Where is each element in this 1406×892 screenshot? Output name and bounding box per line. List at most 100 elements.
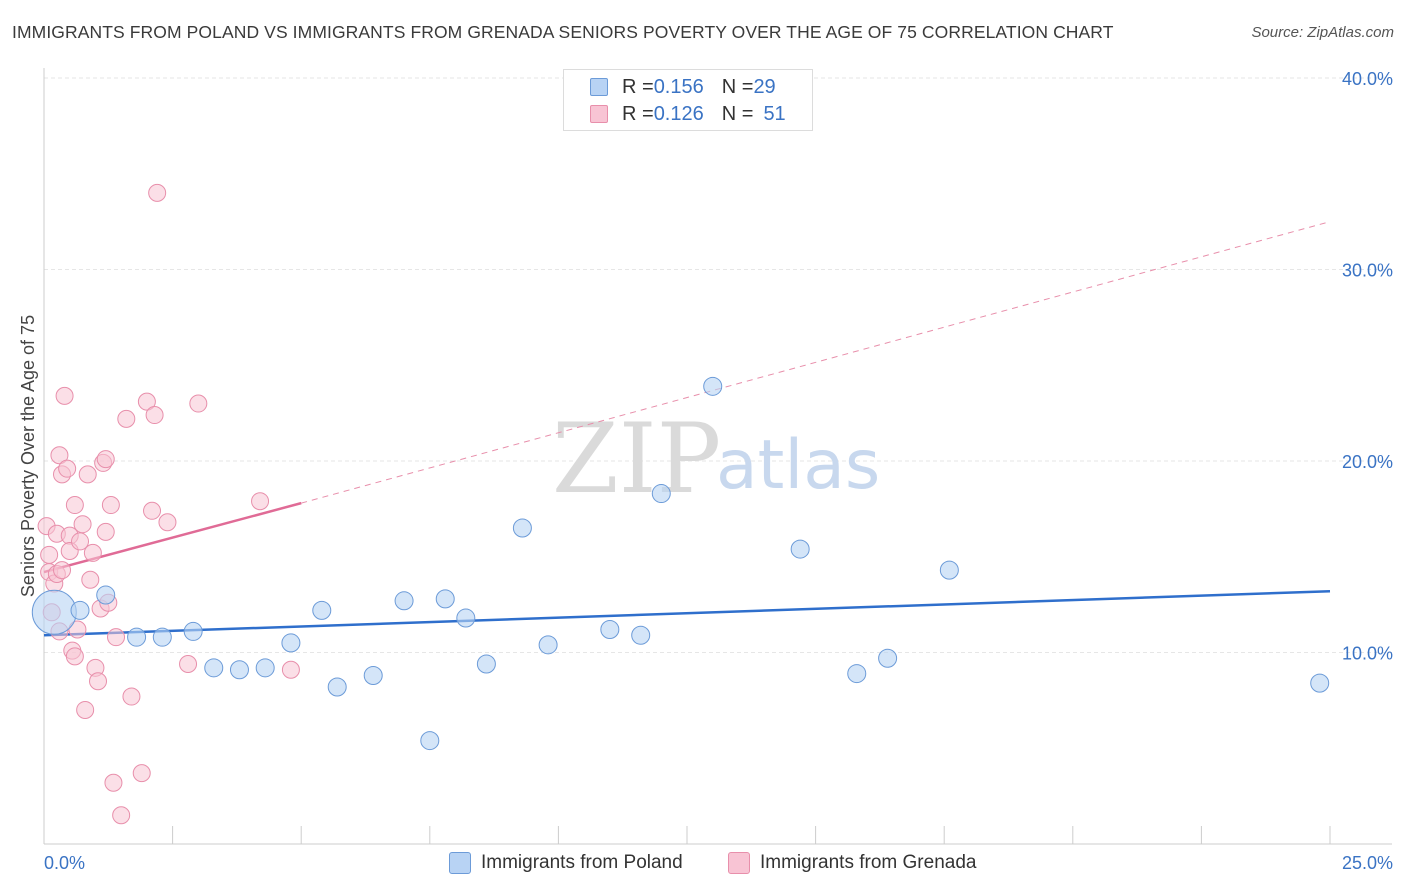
poland-point	[456, 608, 476, 628]
n-label: N =	[721, 75, 754, 98]
grenada-point	[71, 532, 90, 551]
watermark-zip: ZIP	[552, 403, 721, 515]
grenada-point	[112, 806, 131, 825]
grenada-point	[251, 492, 270, 511]
r-label: R =	[622, 102, 654, 125]
axes	[43, 68, 1392, 845]
poland-point	[127, 627, 147, 647]
gridlines	[44, 77, 1392, 653]
poland-point	[847, 664, 867, 684]
grenada-point	[76, 700, 95, 719]
grenada-trend-line	[43, 501, 302, 574]
grenada-point	[107, 628, 126, 647]
grenada-point	[89, 672, 108, 691]
poland-trend-line	[43, 589, 1331, 637]
legend-label: Immigrants from Poland	[481, 852, 683, 873]
poland-point	[512, 518, 532, 538]
y-tick-label: 40.0%	[1342, 69, 1393, 89]
poland-swatch	[449, 852, 471, 874]
grenada-point	[55, 386, 74, 405]
poland-point	[363, 665, 383, 685]
poland-swatch	[590, 78, 608, 96]
poland-point	[152, 627, 172, 647]
grenada-point	[81, 570, 100, 589]
grenada-point	[65, 496, 84, 515]
x-tick-label: 0.0%	[44, 853, 85, 873]
watermark-atlas: atlas	[716, 426, 880, 505]
legend-item-grenada[interactable]: Immigrants from Grenada	[728, 852, 976, 874]
poland-point	[281, 633, 301, 653]
poland-point	[1310, 673, 1330, 693]
r-value: 0.126	[653, 102, 704, 125]
grenada-point	[148, 183, 167, 202]
grenada-swatch	[590, 105, 608, 123]
poland-point	[327, 677, 347, 697]
y-tick-label: 20.0%	[1342, 452, 1393, 472]
grenada-points	[37, 183, 300, 825]
r-label: R =	[622, 75, 654, 98]
grenada-point	[189, 394, 208, 413]
grenada-point	[104, 773, 123, 792]
poland-point	[312, 600, 332, 620]
trend-lines	[43, 221, 1331, 637]
poland-point	[70, 600, 90, 620]
grenada-point	[96, 450, 115, 469]
grenada-trend-extension	[301, 221, 1331, 504]
grenada-point	[40, 545, 59, 564]
legend-row-poland: R = 0.156 N = 29	[590, 75, 776, 99]
n-value: 29	[753, 75, 776, 98]
tick-labels: 10.0% 20.0% 30.0% 40.0% 0.0% 25.0%	[44, 69, 1393, 873]
grenada-point	[137, 392, 156, 411]
grenada-swatch	[728, 852, 750, 874]
x-tick-label: 25.0%	[1342, 853, 1393, 873]
poland-point	[538, 635, 558, 655]
grenada-point	[50, 446, 69, 465]
correlation-legend: R = 0.156 N = 29 R = 0.126 N = 51	[563, 69, 813, 131]
poland-point	[703, 376, 723, 396]
grenada-point	[73, 515, 92, 534]
grenada-point	[281, 660, 300, 679]
watermark: ZIP atlas	[552, 403, 880, 515]
poland-points	[31, 376, 1330, 751]
grenada-point	[65, 647, 84, 666]
source-credit: Source: ZipAtlas.com	[1251, 24, 1394, 41]
chart-title: IMMIGRANTS FROM POLAND VS IMMIGRANTS FRO…	[12, 22, 1114, 42]
poland-point	[476, 654, 496, 674]
poland-point	[651, 484, 671, 504]
r-value: 0.156	[653, 75, 704, 98]
legend-row-grenada: R = 0.126 N = 51	[590, 102, 786, 126]
grenada-point	[179, 654, 198, 673]
poland-point	[631, 625, 651, 645]
poland-point	[790, 539, 810, 559]
poland-point	[229, 660, 249, 680]
series-legend: Immigrants from Poland Immigrants from G…	[0, 852, 1406, 876]
poland-point	[878, 648, 898, 668]
grenada-point	[53, 561, 72, 580]
poland-point	[420, 731, 440, 751]
poland-point	[394, 591, 414, 611]
n-label: N =	[721, 102, 754, 125]
grenada-point	[132, 764, 151, 783]
poland-point	[31, 589, 77, 635]
poland-point	[183, 621, 203, 641]
poland-point	[96, 585, 116, 605]
grenada-point	[58, 459, 77, 478]
grenada-point	[96, 522, 115, 541]
poland-point	[435, 589, 455, 609]
grenada-point	[78, 465, 97, 484]
poland-point	[600, 620, 620, 640]
poland-point	[204, 658, 224, 678]
n-value: 51	[763, 102, 786, 125]
grenada-point	[83, 543, 102, 562]
y-tick-label: 30.0%	[1342, 261, 1393, 281]
y-axis-label: Seniors Poverty Over the Age of 75	[18, 315, 38, 597]
grenada-point	[158, 513, 177, 532]
poland-point	[255, 658, 275, 678]
grenada-point	[143, 501, 162, 520]
legend-item-poland[interactable]: Immigrants from Poland	[449, 852, 683, 874]
y-tick-label: 10.0%	[1342, 644, 1393, 664]
poland-point	[939, 560, 959, 580]
legend-label: Immigrants from Grenada	[760, 852, 977, 873]
grenada-point	[122, 687, 141, 706]
